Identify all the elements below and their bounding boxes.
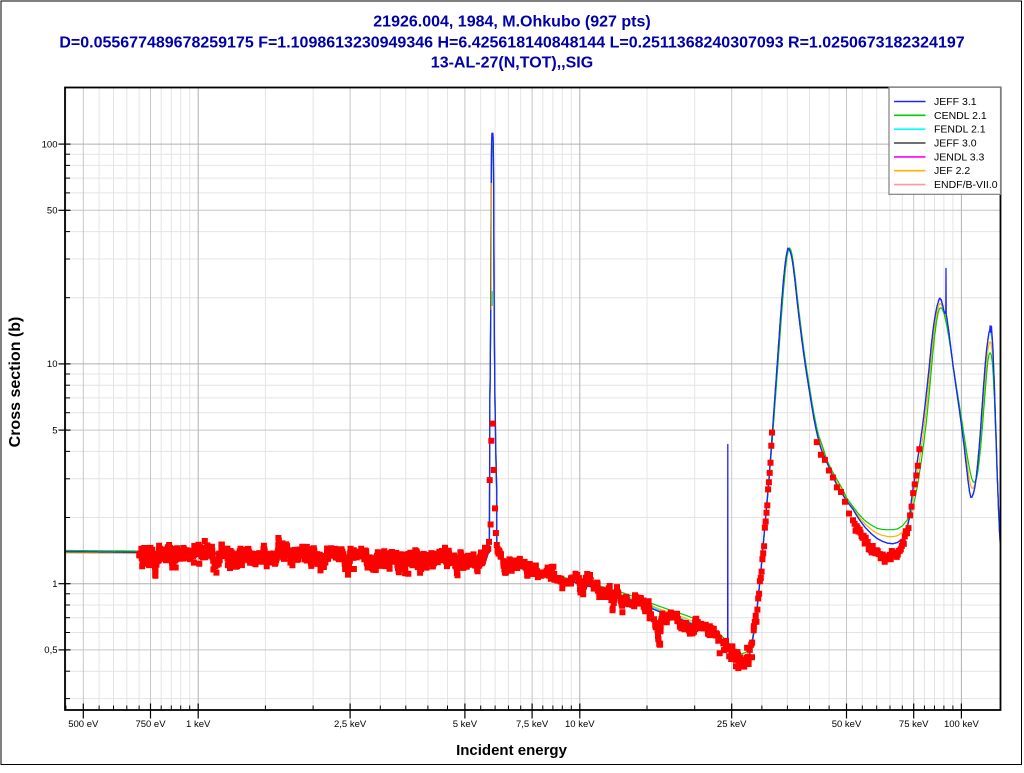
svg-text:JENDL 3.3: JENDL 3.3 [934,151,985,163]
svg-text:75 keV: 75 keV [899,719,929,730]
svg-text:25 keV: 25 keV [717,719,747,730]
svg-text:100 keV: 100 keV [944,719,980,730]
svg-text:7,5 keV: 7,5 keV [516,719,549,730]
svg-text:Cross section (b): Cross section (b) [7,317,24,448]
svg-text:13-AL-27(N,TOT),,SIG: 13-AL-27(N,TOT),,SIG [431,55,593,72]
svg-text:CENDL 2.1: CENDL 2.1 [934,110,987,122]
svg-text:D=0.055677489678259175 F=1.109: D=0.055677489678259175 F=1.1098613230949… [59,35,964,52]
svg-text:0,5: 0,5 [44,645,57,656]
svg-text:JEF 2.2: JEF 2.2 [934,165,970,177]
svg-text:JEFF 3.1: JEFF 3.1 [934,96,977,108]
svg-text:10 keV: 10 keV [565,719,595,730]
svg-text:JEFF 3.0: JEFF 3.0 [934,138,977,150]
svg-text:5: 5 [52,425,57,436]
svg-text:21926.004, 1984, M.Ohkubo (927: 21926.004, 1984, M.Ohkubo (927 pts) [373,14,650,31]
svg-text:500 eV: 500 eV [68,719,99,730]
svg-text:10: 10 [47,359,58,370]
svg-text:1 keV: 1 keV [186,719,211,730]
svg-text:100: 100 [42,139,58,150]
svg-text:50 keV: 50 keV [832,719,862,730]
svg-text:750 eV: 750 eV [135,719,166,730]
svg-text:Incident energy: Incident energy [456,742,568,759]
svg-text:FENDL 2.1: FENDL 2.1 [934,124,986,136]
svg-text:1: 1 [52,579,57,590]
svg-text:5 keV: 5 keV [453,719,478,730]
svg-text:ENDF/B-VII.0: ENDF/B-VII.0 [934,179,998,191]
svg-text:50: 50 [47,206,58,217]
svg-text:2,5 keV: 2,5 keV [334,719,367,730]
